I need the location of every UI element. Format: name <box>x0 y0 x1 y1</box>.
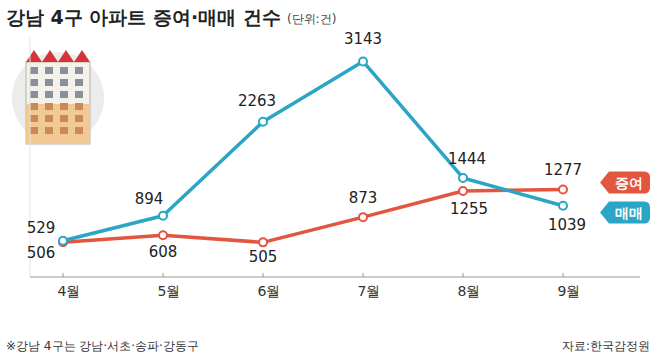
building-window <box>45 127 53 134</box>
point <box>159 212 167 220</box>
data-label: 506 <box>27 244 56 262</box>
x-tick <box>563 273 564 277</box>
building-window <box>75 127 83 134</box>
data-labels: 506 608 505 873 1255 1277 529 894 2263 3143 1444 10… <box>27 30 586 266</box>
x-tick-label: 9월 <box>558 283 581 299</box>
building-window <box>45 67 53 74</box>
plot-area <box>59 57 567 246</box>
building-window <box>30 127 38 134</box>
building-window <box>30 67 38 74</box>
building-window <box>75 79 83 86</box>
data-label: 3143 <box>344 30 382 48</box>
building-window <box>30 103 38 110</box>
data-label: 529 <box>27 219 56 237</box>
point <box>259 118 267 126</box>
x-tick-label: 6월 <box>258 283 281 299</box>
building-window <box>75 67 83 74</box>
point <box>59 237 67 245</box>
building-window <box>30 91 38 98</box>
x-axis-line <box>30 277 640 278</box>
series-line <box>63 189 563 242</box>
legend-label: 증여 <box>615 175 643 191</box>
building-body <box>26 62 90 144</box>
subtitle: (단위:건) <box>287 12 336 26</box>
building-window <box>60 67 68 74</box>
x-tick-label: 7월 <box>358 283 381 299</box>
source: 자료:한국감정원 <box>562 339 650 353</box>
data-label: 608 <box>149 243 178 261</box>
x-tick <box>63 273 64 277</box>
x-tick <box>363 273 364 277</box>
building-illustration <box>12 50 104 144</box>
building-roof <box>74 50 90 62</box>
point <box>559 202 567 210</box>
point <box>259 238 267 246</box>
point <box>359 57 367 65</box>
x-tick-label: 4월 <box>58 283 81 299</box>
data-label: 1277 <box>544 161 582 179</box>
x-tick <box>463 273 464 277</box>
data-label: 894 <box>135 190 164 208</box>
point <box>459 174 467 182</box>
building-window <box>45 79 53 86</box>
data-label: 1255 <box>450 200 488 218</box>
y-axis-line <box>30 37 31 277</box>
building-window <box>60 103 68 110</box>
data-label: 873 <box>349 189 378 207</box>
building-window <box>45 115 53 122</box>
x-tick-label: 5월 <box>158 283 181 299</box>
legend-tag <box>600 202 650 224</box>
data-label: 2263 <box>238 92 276 110</box>
building-window <box>30 115 38 122</box>
building-window <box>75 91 83 98</box>
legend-tag <box>600 172 650 194</box>
building-window <box>75 103 83 110</box>
building-roof <box>58 50 74 62</box>
x-tick-label: 8월 <box>458 283 481 299</box>
building-window <box>60 79 68 86</box>
legend-label: 매매 <box>615 205 643 221</box>
point <box>359 213 367 221</box>
building-window <box>75 115 83 122</box>
legend-entry: 매매 <box>600 202 650 224</box>
building-window <box>60 91 68 98</box>
x-tick <box>263 273 264 277</box>
point <box>559 185 567 193</box>
point <box>459 187 467 195</box>
series-line <box>63 61 563 240</box>
legend-entry: 증여 <box>600 172 650 194</box>
building-lower <box>26 104 90 144</box>
chart-root: 강남 4구 아파트 증여·매매 건수 (단위:건) 4월 5월 6월 7월 8월 9월 506 6… <box>0 0 658 360</box>
building-window <box>60 115 68 122</box>
building-window <box>60 127 68 134</box>
data-label: 1444 <box>448 150 486 168</box>
data-label: 505 <box>249 248 278 266</box>
data-label: 1039 <box>548 216 586 234</box>
chart-svg: 강남 4구 아파트 증여·매매 건수 (단위:건) 4월 5월 6월 7월 8월 9월 506 6… <box>0 0 658 360</box>
building-window <box>45 103 53 110</box>
title: 강남 4구 아파트 증여·매매 건수 <box>6 6 281 28</box>
point <box>159 231 167 239</box>
building-window <box>30 79 38 86</box>
illustration-bg <box>12 52 104 144</box>
building-window <box>45 91 53 98</box>
building-roof <box>42 50 58 62</box>
x-tick <box>163 273 164 277</box>
note: ※강남 4구는 강남·서초·송파·강동구 <box>6 339 199 353</box>
building-roof <box>26 50 42 62</box>
